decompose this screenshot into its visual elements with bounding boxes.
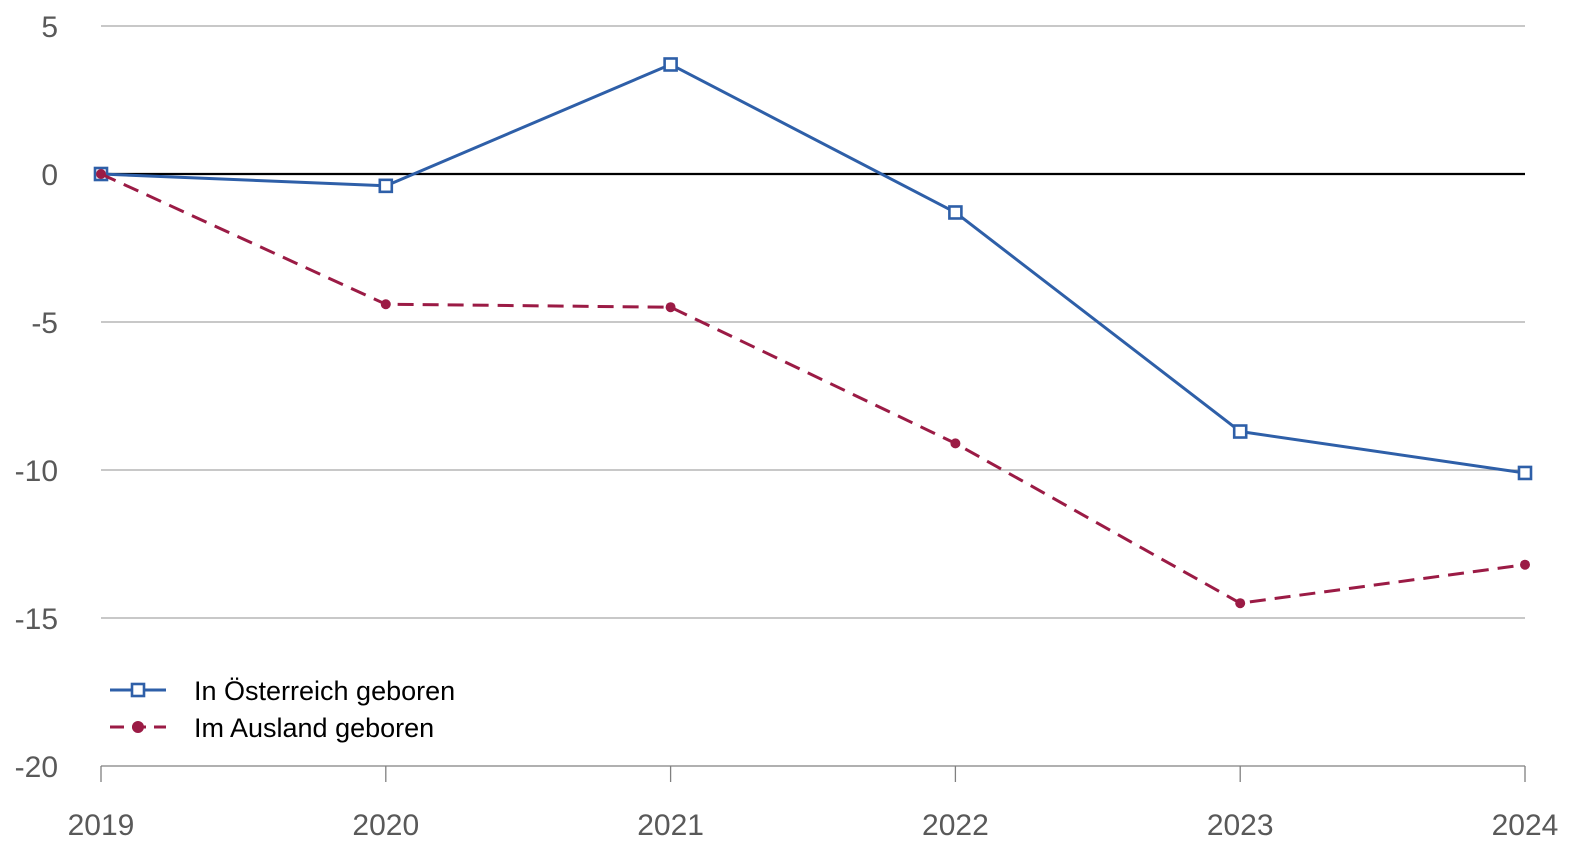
series-line-1	[100, 62, 1526, 475]
series-line-2	[100, 172, 1526, 605]
data-point	[380, 299, 391, 310]
legend-marker-series-1	[130, 682, 146, 698]
legend: In Österreich geboren Im Ausland geboren	[110, 676, 455, 743]
axes	[100, 172, 1526, 782]
series-2	[96, 169, 1530, 609]
y-axis-tick-labels: 5 0 -5 -10 -15 -20	[15, 11, 58, 784]
data-point	[950, 438, 961, 449]
data-point	[1235, 598, 1246, 609]
data-point	[1520, 559, 1530, 570]
y-tick-label: 0	[41, 159, 58, 192]
data-point	[1232, 424, 1248, 439]
data-point	[663, 57, 678, 72]
gridlines	[101, 25, 1525, 619]
y-tick-label: -10	[15, 455, 58, 488]
data-point	[665, 302, 676, 313]
data-point	[948, 205, 963, 220]
x-tick-label: 2019	[68, 809, 135, 842]
legend-label-series-2: Im Ausland geboren	[194, 713, 434, 743]
x-axis-tick-labels: 2019 2020 2021 2022 2023 2024	[68, 809, 1559, 842]
data-point	[96, 169, 106, 179]
legend-item-series-1: In Österreich geboren	[110, 676, 455, 706]
x-tick-label: 2022	[922, 809, 989, 842]
y-tick-label: -15	[15, 603, 58, 636]
series-group	[93, 57, 1533, 609]
y-tick-label: 5	[41, 11, 58, 44]
y-tick-label: -5	[31, 307, 58, 340]
data-point	[1517, 465, 1533, 481]
legend-item-series-2: Im Ausland geboren	[110, 713, 434, 743]
x-tick-label: 2024	[1492, 809, 1559, 842]
y-tick-label: -20	[15, 751, 58, 784]
data-point	[378, 178, 394, 194]
legend-label-series-1: In Österreich geboren	[194, 676, 455, 706]
legend-marker-series-2	[132, 721, 144, 733]
x-tick-label: 2020	[352, 809, 419, 842]
x-tick-label: 2021	[637, 809, 704, 842]
x-tick-label: 2023	[1207, 809, 1274, 842]
